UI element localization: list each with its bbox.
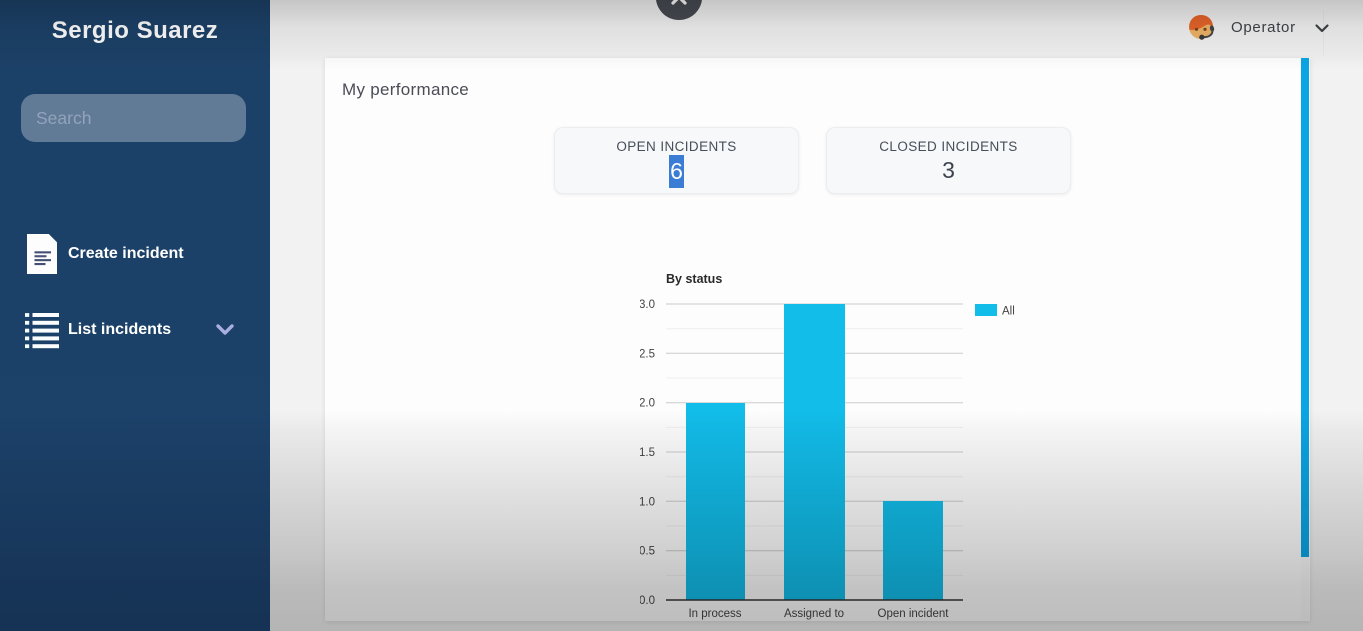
svg-text:0.0: 0.0 — [640, 595, 655, 607]
svg-text:3.0: 3.0 — [640, 299, 655, 311]
svg-text:1.5: 1.5 — [640, 447, 655, 459]
svg-text:All: All — [1002, 306, 1015, 318]
svg-text:2.0: 2.0 — [640, 398, 655, 410]
svg-text:In process: In process — [688, 608, 741, 620]
svg-text:0.5: 0.5 — [640, 546, 655, 558]
svg-text:2.5: 2.5 — [640, 348, 655, 360]
svg-text:Assigned to: Assigned to — [784, 608, 844, 620]
svg-text:By status: By status — [666, 272, 722, 286]
svg-text:1.0: 1.0 — [640, 496, 655, 508]
svg-text:Open incident: Open incident — [878, 608, 950, 620]
